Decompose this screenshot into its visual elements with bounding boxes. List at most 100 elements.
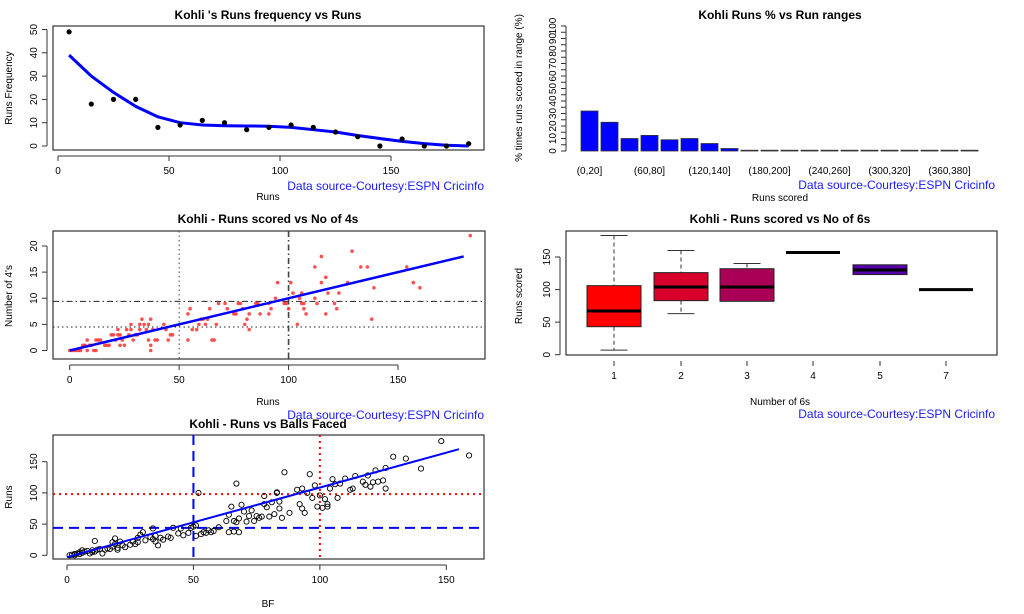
runs-vs-bf-point (223, 517, 230, 525)
runs-vs-bf-point (243, 518, 250, 525)
runs-vs-4s-point (275, 280, 280, 285)
runs-vs-4s-plot-frame (52, 230, 486, 360)
runs-pct-bar (640, 134, 659, 152)
runs-vs-4s-point (286, 306, 291, 311)
runs-vs-bf-point (235, 515, 242, 522)
runs-vs-4s-title: Kohli - Runs scored vs No of 4s (178, 212, 359, 226)
runs-frequency-point (244, 127, 250, 133)
runs-pct-xlabel: Runs scored (752, 193, 808, 204)
runs-vs-4s-point (194, 327, 199, 332)
runs-vs-6s-ytick-label: 0 (542, 351, 553, 357)
runs-vs-bf-point (271, 511, 278, 518)
runs-pct-bar (740, 149, 759, 152)
runs-vs-4s-point (302, 301, 306, 306)
runs-vs-bf-xtick-label: 100 (312, 575, 329, 586)
runs-vs-4s-point (85, 338, 90, 342)
runs-vs-4s-point (315, 301, 319, 306)
runs-vs-4s-point (203, 322, 208, 327)
runs-vs-4s-point (334, 306, 339, 311)
runs-pct-ytick-label: 40 (548, 95, 559, 107)
runs-vs-4s-point (295, 322, 300, 327)
runs-vs-4s-point (118, 343, 122, 348)
runs-pct-ytick-label: 90 (548, 33, 559, 45)
runs-vs-bf-point (326, 485, 334, 492)
runs-vs-4s-point (207, 306, 212, 311)
runs-frequency-ytick-label: 30 (29, 70, 40, 82)
runs-vs-4s-point (323, 312, 328, 316)
runs-vs-4s-point (216, 301, 221, 306)
runs-frequency-panel: Kohli 's Runs frequency vs Runs Runs Fre… (4, 8, 485, 203)
runs-vs-bf-point (276, 505, 283, 512)
runs-pct-bar (880, 149, 899, 152)
runs-vs-6s-source-annotation: Data source-Courtesy:ESPN Cricinfo (798, 407, 995, 421)
runs-vs-4s-xlabel: Runs (256, 397, 279, 408)
runs-vs-4s-point (247, 312, 251, 316)
runs-frequency-xtick-label: 50 (163, 166, 175, 177)
runs-vs-6s-plot-frame (565, 230, 998, 356)
runs-pct-ytick-label: 20 (548, 120, 559, 132)
runs-vs-bf-point (258, 513, 265, 520)
runs-vs-bf-point (314, 503, 321, 510)
runs-vs-bf-point (390, 453, 397, 460)
runs-vs-bf-point (160, 536, 167, 543)
runs-vs-6s-xtick-label: 3 (744, 371, 750, 382)
runs-vs-4s-point (267, 312, 271, 316)
runs-vs-4s-point (242, 322, 247, 327)
runs-vs-bf-point (329, 476, 336, 483)
runs-frequency-ylabel: Runs Frequency (4, 51, 15, 124)
runs-vs-bf-point (301, 509, 308, 516)
runs-vs-bf-ytick-label: 50 (29, 518, 40, 530)
runs-vs-bf-point (311, 482, 318, 489)
runs-vs-bf-point (167, 534, 174, 541)
runs-frequency-point (155, 124, 161, 130)
runs-vs-6s-xtick-label: 5 (877, 371, 883, 382)
runs-vs-bf-point (99, 550, 106, 557)
runs-vs-4s-point (212, 338, 216, 342)
runs-vs-bf-point (175, 530, 182, 537)
runs-vs-4s-point (225, 306, 230, 311)
runs-vs-6s-title: Kohli - Runs scored vs No of 6s (690, 212, 871, 226)
runs-vs-4s-point (304, 312, 308, 316)
runs-frequency-point (310, 124, 316, 130)
runs-frequency-xtick-label: 150 (383, 166, 400, 177)
runs-vs-6s-box (586, 285, 642, 328)
runs-vs-4s-point (404, 265, 409, 269)
runs-frequency-ytick-label: 10 (29, 117, 40, 129)
runs-vs-bf-point (299, 485, 306, 492)
runs-vs-4s-point (313, 265, 317, 269)
runs-vs-4s-point (137, 322, 142, 327)
runs-vs-bf-title: Kohli - Runs vs Balls Faced (189, 417, 346, 431)
runs-pct-bar (780, 149, 799, 152)
runs-frequency-title: Kohli 's Runs frequency vs Runs (175, 8, 362, 22)
runs-vs-bf-point (114, 546, 121, 553)
runs-vs-4s-point (332, 301, 337, 306)
runs-vs-4s-point (197, 322, 201, 327)
runs-frequency-point (421, 143, 427, 149)
runs-frequency-plot-frame (52, 25, 485, 151)
runs-vs-4s-point (142, 322, 146, 327)
runs-vs-bf-point (235, 529, 242, 536)
runs-vs-bf-point (367, 483, 374, 490)
runs-vs-4s-point (418, 286, 422, 290)
runs-vs-4s-point (122, 343, 127, 348)
runs-vs-4s-point (258, 312, 262, 316)
runs-vs-6s-ytick-label: 150 (542, 248, 553, 265)
runs-vs-bf-point (192, 532, 200, 540)
runs-vs-4s-panel: Kohli - Runs scored vs No of 4s Number o… (4, 212, 486, 422)
runs-vs-4s-point (98, 338, 103, 342)
runs-vs-4s-point (319, 280, 324, 285)
runs-vs-bf-point (139, 529, 146, 536)
runs-vs-4s-point (166, 338, 170, 342)
runs-vs-4s-point (111, 333, 116, 337)
runs-vs-4s-point (118, 333, 122, 337)
runs-frequency-smooth-line (68, 54, 469, 148)
runs-vs-bf-point (111, 535, 119, 542)
runs-frequency-point (66, 29, 72, 35)
runs-pct-bar (620, 138, 639, 152)
runs-vs-4s-point (190, 327, 195, 332)
runs-vs-6s-xtick-label: 1 (611, 371, 617, 382)
runs-vs-4s-point (124, 327, 129, 332)
runs-vs-bf-point (180, 532, 187, 539)
runs-vs-4s-point (186, 338, 190, 342)
